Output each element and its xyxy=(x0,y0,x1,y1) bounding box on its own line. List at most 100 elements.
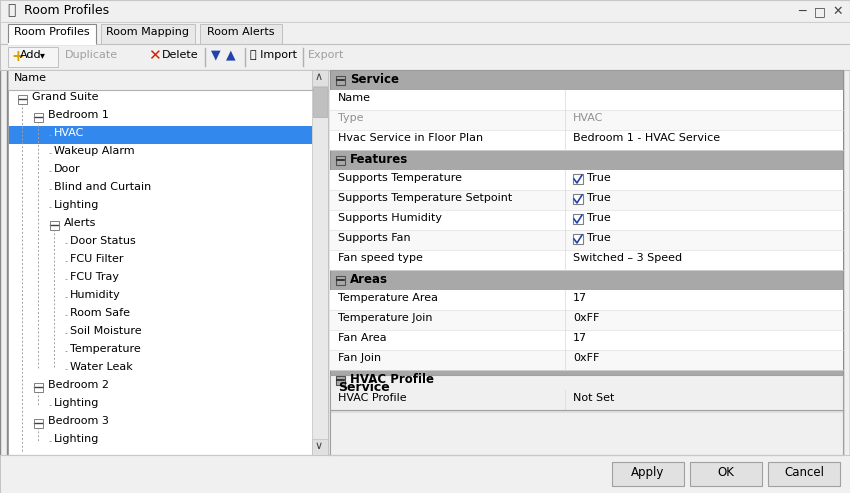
Text: ∨: ∨ xyxy=(315,441,323,451)
Bar xyxy=(9,360,312,378)
Bar xyxy=(9,378,312,396)
Bar xyxy=(330,375,843,455)
Text: Supports Temperature: Supports Temperature xyxy=(338,173,462,183)
Text: HVAC: HVAC xyxy=(54,128,84,138)
Bar xyxy=(336,76,345,85)
Text: Duplicate: Duplicate xyxy=(65,50,118,60)
Text: 0xFF: 0xFF xyxy=(573,313,599,323)
Text: Grand Suite: Grand Suite xyxy=(32,92,99,102)
Text: HVAC Profile: HVAC Profile xyxy=(338,393,406,403)
Bar xyxy=(573,234,583,244)
Text: Cancel: Cancel xyxy=(784,466,824,479)
Text: ⯭: ⯭ xyxy=(7,3,15,17)
Bar xyxy=(330,210,843,230)
Bar xyxy=(330,170,843,190)
Bar xyxy=(9,288,312,306)
Text: Apply: Apply xyxy=(632,466,665,479)
Bar xyxy=(9,414,312,432)
Bar xyxy=(9,252,312,270)
Text: ─: ─ xyxy=(798,5,806,18)
Text: Lighting: Lighting xyxy=(54,434,99,444)
Text: Areas: Areas xyxy=(350,273,388,286)
Bar xyxy=(768,462,840,486)
Bar xyxy=(9,306,312,324)
Bar xyxy=(9,234,312,252)
Bar xyxy=(336,376,345,385)
Text: +: + xyxy=(11,49,24,64)
Text: Fan Area: Fan Area xyxy=(338,333,387,343)
Text: Door: Door xyxy=(54,164,81,174)
Text: True: True xyxy=(587,233,611,243)
Bar xyxy=(18,95,27,104)
Text: FCU Tray: FCU Tray xyxy=(70,272,119,282)
Bar xyxy=(101,24,195,44)
Bar xyxy=(312,70,328,86)
Bar xyxy=(8,47,58,67)
Bar xyxy=(9,126,312,144)
Text: Room Safe: Room Safe xyxy=(70,308,130,318)
Text: Temperature Join: Temperature Join xyxy=(338,313,433,323)
Bar xyxy=(573,214,583,224)
Text: Temperature Area: Temperature Area xyxy=(338,293,438,303)
Bar xyxy=(313,87,327,117)
Bar xyxy=(9,342,312,360)
Bar xyxy=(9,432,312,450)
Text: □: □ xyxy=(814,5,825,18)
Bar xyxy=(9,144,312,162)
Text: Humidity: Humidity xyxy=(70,290,121,300)
Text: Hvac Service in Floor Plan: Hvac Service in Floor Plan xyxy=(338,133,483,143)
Bar xyxy=(330,370,843,390)
Bar xyxy=(330,230,843,250)
Text: Room Alerts: Room Alerts xyxy=(207,27,275,37)
Text: Temperature: Temperature xyxy=(70,344,141,354)
Bar xyxy=(9,198,312,216)
Text: Supports Temperature Setpoint: Supports Temperature Setpoint xyxy=(338,193,513,203)
Text: HVAC: HVAC xyxy=(573,113,604,123)
Text: Type: Type xyxy=(338,113,364,123)
Bar xyxy=(7,70,843,455)
Text: Bedroom 1 - HVAC Service: Bedroom 1 - HVAC Service xyxy=(573,133,720,143)
Bar xyxy=(8,70,328,455)
Bar xyxy=(200,24,282,44)
Text: Service: Service xyxy=(350,73,399,86)
Text: ▼: ▼ xyxy=(211,48,221,61)
Bar xyxy=(330,90,843,110)
Bar xyxy=(8,90,312,455)
Text: ✕: ✕ xyxy=(832,5,842,18)
Text: Lighting: Lighting xyxy=(54,398,99,408)
Bar xyxy=(0,22,850,44)
Bar xyxy=(9,270,312,288)
Bar xyxy=(330,310,843,330)
Bar xyxy=(330,70,843,455)
Bar xyxy=(0,0,850,22)
Bar xyxy=(330,70,843,90)
Bar xyxy=(9,108,312,126)
Bar xyxy=(330,390,843,410)
Bar xyxy=(8,43,96,45)
Bar xyxy=(690,462,762,486)
Bar xyxy=(0,455,850,493)
Text: Delete: Delete xyxy=(162,50,199,60)
Text: Bedroom 2: Bedroom 2 xyxy=(48,380,109,390)
Text: 0xFF: 0xFF xyxy=(573,353,599,363)
Text: ✕: ✕ xyxy=(148,48,161,63)
Text: Bedroom 3: Bedroom 3 xyxy=(48,416,109,426)
Bar xyxy=(330,290,843,310)
Bar xyxy=(9,324,312,342)
Text: Door Status: Door Status xyxy=(70,236,136,246)
Text: 📂 Import: 📂 Import xyxy=(250,50,297,60)
Bar xyxy=(336,156,345,165)
Bar xyxy=(573,194,583,204)
Bar xyxy=(612,462,684,486)
Bar xyxy=(336,276,345,285)
Bar xyxy=(312,439,328,455)
Text: Switched – 3 Speed: Switched – 3 Speed xyxy=(573,253,682,263)
Text: Room Mapping: Room Mapping xyxy=(106,27,190,37)
Text: Features: Features xyxy=(350,153,408,166)
Text: Service: Service xyxy=(338,381,390,394)
Text: Room Profiles: Room Profiles xyxy=(24,4,109,17)
Text: OK: OK xyxy=(717,466,734,479)
Bar xyxy=(8,70,312,90)
Text: Name: Name xyxy=(338,93,371,103)
Text: Add: Add xyxy=(20,50,42,60)
